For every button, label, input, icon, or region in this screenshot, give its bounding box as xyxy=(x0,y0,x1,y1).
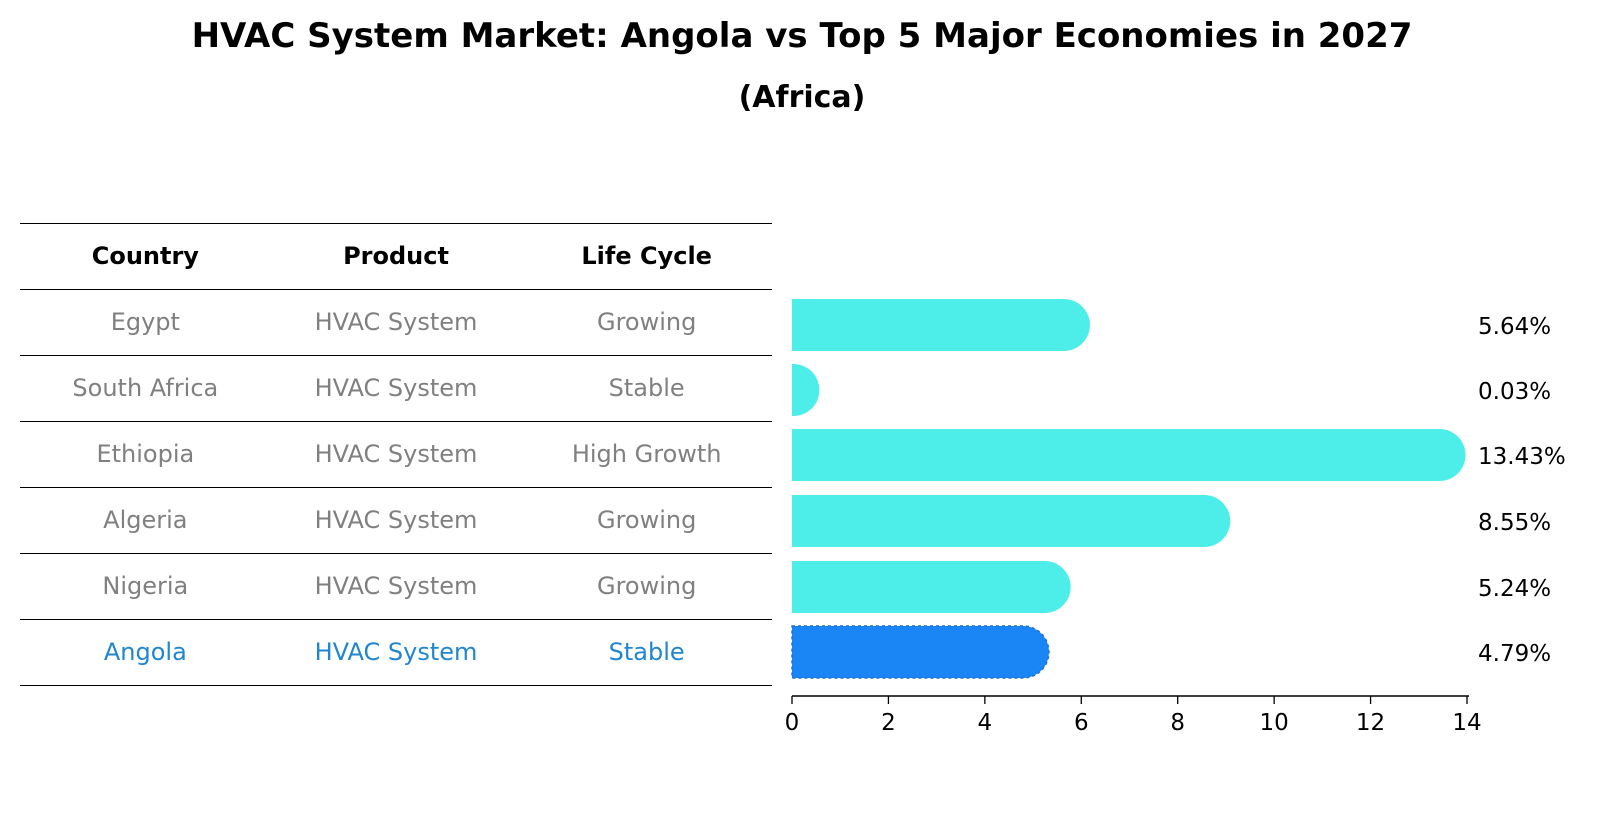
table-cell-country: Algeria xyxy=(103,506,188,534)
bar-nigeria xyxy=(792,561,1071,613)
x-tick-label: 4 xyxy=(978,710,993,736)
x-tick-label: 14 xyxy=(1452,710,1481,736)
table-header-cell: Country xyxy=(91,242,199,270)
bar-south-africa xyxy=(792,364,820,416)
table-cell-life-cycle: Growing xyxy=(596,308,697,336)
table-cell-country: South Africa xyxy=(72,374,219,402)
table-cell-country: Nigeria xyxy=(102,572,189,600)
x-tick-label: 10 xyxy=(1260,710,1289,736)
table-row: Egypt HVAC System Growing xyxy=(20,289,772,355)
table-cell-life-cycle: Growing xyxy=(596,572,697,600)
table-row: South Africa HVAC System Stable xyxy=(20,355,772,421)
table-header-cell: Product xyxy=(343,242,449,270)
x-tick-label: 0 xyxy=(785,710,800,736)
table-cell-life-cycle: High Growth xyxy=(571,440,722,468)
value-label: 5.24% xyxy=(1478,576,1551,602)
table-cell-product: HVAC System xyxy=(314,572,478,600)
table-row: Angola HVAC System Stable xyxy=(20,619,772,685)
value-label: 8.55% xyxy=(1478,510,1551,536)
table-rule xyxy=(20,553,772,554)
bar-egypt xyxy=(792,299,1090,351)
table-cell-product: HVAC System xyxy=(314,440,478,468)
table-rule xyxy=(20,223,772,224)
bar-algeria xyxy=(792,495,1231,547)
table-rule xyxy=(20,289,772,290)
x-tick-label: 2 xyxy=(881,710,896,736)
table-rule xyxy=(20,685,772,686)
value-label: 5.64% xyxy=(1478,314,1551,340)
table-cell-life-cycle: Stable xyxy=(608,374,685,402)
table-cell-product: HVAC System xyxy=(314,374,478,402)
table-cell-product: HVAC System xyxy=(314,308,478,336)
chart-subtitle: (Africa) xyxy=(738,80,866,115)
table-header-row: Country Product Life Cycle xyxy=(20,223,772,289)
table-rule xyxy=(20,619,772,620)
value-label: 0.03% xyxy=(1478,379,1551,405)
value-label: 13.43% xyxy=(1478,444,1566,470)
table-rule xyxy=(20,355,772,356)
chart-title: HVAC System Market: Angola vs Top 5 Majo… xyxy=(191,16,1413,56)
table-row: Ethiopia HVAC System High Growth xyxy=(20,421,772,487)
table-row: Algeria HVAC System Growing xyxy=(20,487,772,553)
x-tick-label: 12 xyxy=(1356,710,1385,736)
table-cell-country: Egypt xyxy=(110,308,180,336)
table-cell-product: HVAC System xyxy=(314,506,478,534)
x-tick-label: 6 xyxy=(1074,710,1089,736)
table-cell-life-cycle: Growing xyxy=(596,506,697,534)
bar-ethiopia xyxy=(792,429,1466,481)
bar-angola xyxy=(791,625,1050,679)
x-tick-label: 8 xyxy=(1170,710,1185,736)
table-row: Nigeria HVAC System Growing xyxy=(20,553,772,619)
table-cell-life-cycle: Stable xyxy=(608,638,685,666)
table-cell-product: HVAC System xyxy=(314,638,478,666)
table-header-cell: Life Cycle xyxy=(581,242,712,270)
table-rule xyxy=(20,487,772,488)
value-label: 4.79% xyxy=(1478,641,1551,667)
table-cell-country: Ethiopia xyxy=(96,440,195,468)
table-rule xyxy=(20,421,772,422)
table-cell-country: Angola xyxy=(103,638,187,666)
